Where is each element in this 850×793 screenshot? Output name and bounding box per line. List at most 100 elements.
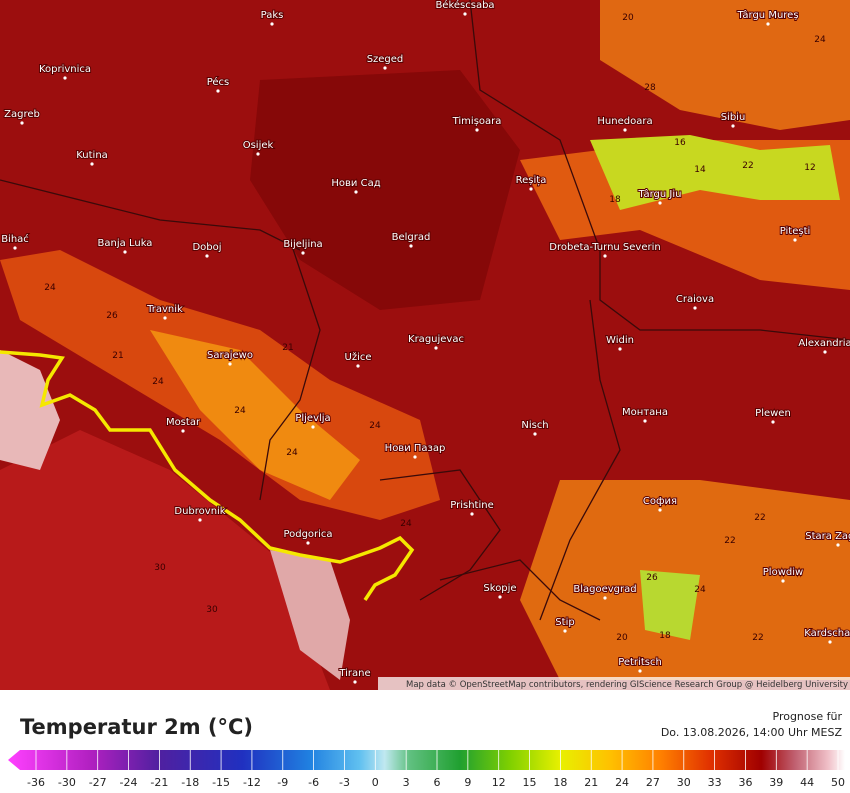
sea [0,430,330,690]
tick-label: -18 [181,776,199,789]
contour-label: 24 [694,585,706,595]
city-label: Osijek [243,140,274,151]
city-label: Alexandria [798,338,850,349]
city-label: Stip [555,617,574,628]
tick-label: 24 [615,776,629,789]
attribution-bg [378,677,850,690]
contour-label: 30 [154,563,166,573]
contour-label: 24 [234,406,246,416]
tick-label: 30 [677,776,691,789]
city-dot [205,254,209,258]
city-label: Монтана [622,407,668,418]
city-label: Dubrovnik [174,506,225,517]
city-label: Plewen [755,408,791,419]
city-dot [63,76,67,80]
city-dot [693,306,697,310]
contour-label: 14 [694,165,706,175]
city-dot [658,201,662,205]
city-label: Petritsch [618,657,662,668]
tick-label: 12 [492,776,506,789]
contour-label: 24 [400,519,412,529]
city-label: Craiova [676,294,714,305]
city-dot [529,187,533,191]
city-dot [20,121,24,125]
border [379,469,501,601]
city-dot [828,640,832,644]
city-dot [533,432,537,436]
city-label: Skopje [483,583,516,594]
color-bar-ticks: -36 -30 -27 -24 -21 -18 -15 -12 -9 -6 -3 0 3 6 9 12 15 18… [27,750,845,789]
city-dot [163,316,167,320]
city-dot [603,596,607,600]
tick-label: -12 [243,776,261,789]
tick-label: -36 [27,776,45,789]
contour-label: 24 [814,35,826,45]
tick-label: 9 [464,776,471,789]
tick-label: 27 [646,776,660,789]
tick-label: 6 [434,776,441,789]
tick-label: 18 [553,776,567,789]
city-label: Bihać [1,233,29,245]
legend: Temperatur 2m (°C) Prognose für Do. 13.0… [0,690,850,793]
city-dot [563,629,567,633]
city-dot [256,152,260,156]
contour-label: 26 [646,573,658,583]
border [539,299,621,621]
contour-label: 24 [44,283,56,293]
city-dot [475,128,479,132]
city-label: Szeged [367,54,404,65]
contour-label: 22 [752,633,763,643]
city-dot [123,250,127,254]
city-label: Mostar [166,417,201,428]
city-dot [470,512,474,516]
attribution: Map data © OpenStreetMap contributors, r… [406,680,848,690]
tick-label: 15 [523,776,537,789]
city-dot [413,455,417,459]
contour-label: 18 [659,631,671,641]
tick-label: 33 [708,776,722,789]
tick-label: 44 [800,776,814,789]
border [439,559,601,621]
city-label: Târgu Jiu [638,188,682,200]
city-label: Kardschali [804,628,850,639]
yellow-border [0,350,415,601]
city-label: Нови Пазар [385,443,446,454]
city-dot [270,22,274,26]
contour-label: 16 [674,138,686,148]
city-dot [198,518,202,522]
city-dot [216,89,220,93]
city-label: Banja Luka [98,238,153,249]
borders [0,0,850,621]
tick-label: 39 [769,776,783,789]
city-dot [771,420,775,424]
forecast-time: Do. 13.08.2026, 14:00 Uhr MESZ [660,726,842,739]
tick-label: -30 [58,776,76,789]
city-dot [823,350,827,354]
city-label: Békéscsaba [435,0,494,11]
city-dot [434,346,438,350]
tick-label: 0 [372,776,379,789]
city-label: Prishtine [450,500,493,511]
city-dot [354,190,358,194]
city-label: Sarajewo [207,350,253,361]
city-label: Hunedoara [597,116,652,127]
city-dot [766,22,770,26]
contour-label: 26 [106,311,118,321]
city-label: Pécs [207,76,230,88]
city-dot [306,541,310,545]
city-dot [356,364,360,368]
border [259,239,321,501]
city-label: Travnik [146,304,183,315]
city-label: Doboj [192,242,221,253]
city-dot [658,508,662,512]
city-label: Нови Сад [331,178,380,189]
tick-label: -9 [277,776,288,789]
city-label: Podgorica [283,529,332,540]
contour-label: 20 [616,633,628,643]
city-label: Tirane [338,668,370,679]
city-dot [228,362,232,366]
city-label: Kragujevac [408,334,464,345]
coast [0,350,60,470]
city-dot [731,124,735,128]
